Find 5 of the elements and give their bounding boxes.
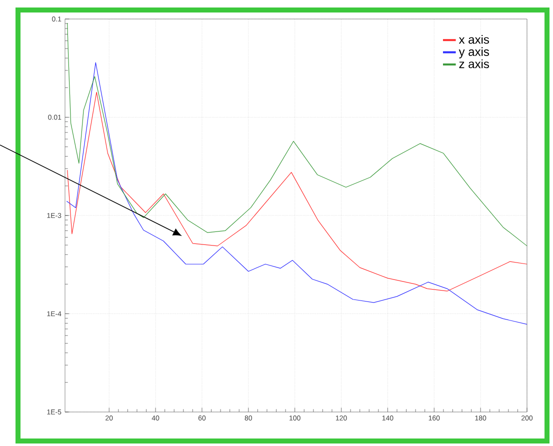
legend-label: y axis (458, 47, 490, 58)
legend-label: z axis (459, 59, 490, 68)
line-series (67, 92, 528, 292)
legend-label: x axis (458, 34, 490, 44)
line-series (67, 22, 528, 246)
